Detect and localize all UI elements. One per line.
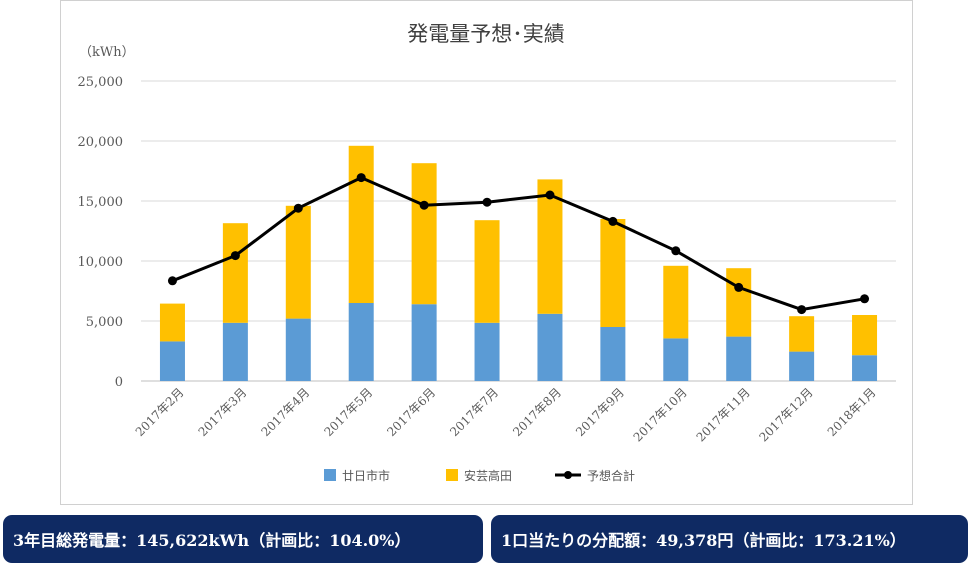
y-tick-label: 10,000 — [78, 255, 124, 270]
bar-hatsukaichi — [600, 327, 626, 381]
bar-akitakata — [411, 163, 437, 305]
bar-hatsukaichi — [474, 322, 500, 381]
x-tick-label: 2017年3月 — [196, 385, 250, 439]
bar-akitakata — [663, 265, 689, 339]
x-tick-label: 2017年4月 — [259, 385, 313, 439]
bar-hatsukaichi — [222, 322, 248, 381]
bar-akitakata — [222, 223, 248, 323]
x-tick-label: 2017年8月 — [510, 385, 564, 439]
bar-akitakata — [789, 316, 815, 352]
x-tick-label: 2018年1月 — [825, 385, 879, 439]
bar-hatsukaichi — [789, 351, 815, 381]
bar-hatsukaichi — [726, 336, 752, 381]
forecast-total-line — [171, 175, 865, 312]
legend-label: 廿日市市 — [342, 468, 390, 483]
legend-label: 予想合計 — [587, 468, 635, 483]
y-tick-label: 5,000 — [86, 315, 123, 330]
y-axis-unit-label: （kWh） — [79, 45, 135, 60]
forecast-total-point — [293, 203, 303, 213]
x-tick-label: 2017年11月 — [694, 385, 753, 444]
bar-hatsukaichi — [411, 304, 437, 381]
bar-akitakata — [159, 303, 185, 342]
x-tick-label: 2017年6月 — [384, 385, 438, 439]
distribution-amount-banner: 1口当たりの分配額：49,378円（計画比：173.21%） — [491, 515, 968, 563]
forecast-total-point — [545, 190, 555, 200]
x-tick-label: 2017年2月 — [133, 385, 187, 439]
forecast-total-point — [671, 246, 681, 256]
legend-swatch — [324, 469, 336, 481]
forecast-total-point — [356, 173, 366, 183]
y-tick-label: 25,000 — [78, 75, 124, 90]
forecast-total-point — [734, 282, 744, 292]
bar-akitakata — [348, 145, 374, 303]
bar-hatsukaichi — [159, 341, 185, 381]
x-tick-label: 2017年7月 — [447, 385, 501, 439]
legend-label: 安芸高田 — [464, 468, 512, 483]
legend-swatch — [446, 469, 458, 481]
bar-akitakata — [726, 268, 752, 337]
bar-akitakata — [600, 219, 626, 327]
total-generation-banner: 3年目総発電量：145,622kWh（計画比：104.0%） — [3, 515, 483, 563]
bar-hatsukaichi — [663, 338, 689, 381]
bar-hatsukaichi — [537, 313, 563, 381]
y-tick-label: 20,000 — [78, 135, 124, 150]
bar-akitakata — [537, 179, 563, 314]
chart: 発電量予想･実績 （kWh） 0 5,000 10,000 15,000 20,000 2… — [78, 22, 896, 483]
y-tick-label: 0 — [115, 375, 123, 390]
y-tick-label: 15,000 — [78, 195, 124, 210]
forecast-total-point — [860, 294, 870, 304]
bar-akitakata — [474, 220, 500, 323]
bar-akitakata — [285, 205, 311, 319]
forecast-total-point — [608, 216, 618, 226]
forecast-total-point — [482, 197, 492, 207]
forecast-total-point — [797, 305, 807, 315]
x-tick-label: 2017年5月 — [321, 385, 375, 439]
x-tick-label: 2017年12月 — [756, 385, 815, 444]
bar-hatsukaichi — [852, 355, 878, 381]
bar-hatsukaichi — [348, 303, 374, 381]
forecast-total-point — [419, 200, 429, 210]
bar-akitakata — [852, 315, 878, 356]
bar-hatsukaichi — [285, 318, 311, 381]
legend-marker — [564, 471, 572, 479]
total-generation-text: 3年目総発電量：145,622kWh（計画比：104.0%） — [13, 531, 411, 550]
forecast-total-point — [230, 251, 240, 261]
x-tick-label: 2017年10月 — [631, 385, 690, 444]
chart-frame: 発電量予想･実績 （kWh） 0 5,000 10,000 15,000 20,000 2… — [60, 0, 913, 505]
chart-title: 発電量予想･実績 — [407, 22, 565, 46]
x-tick-label: 2017年9月 — [573, 385, 627, 439]
forecast-total-point — [167, 276, 177, 286]
distribution-amount-text: 1口当たりの分配額：49,378円（計画比：173.21%） — [501, 531, 906, 550]
